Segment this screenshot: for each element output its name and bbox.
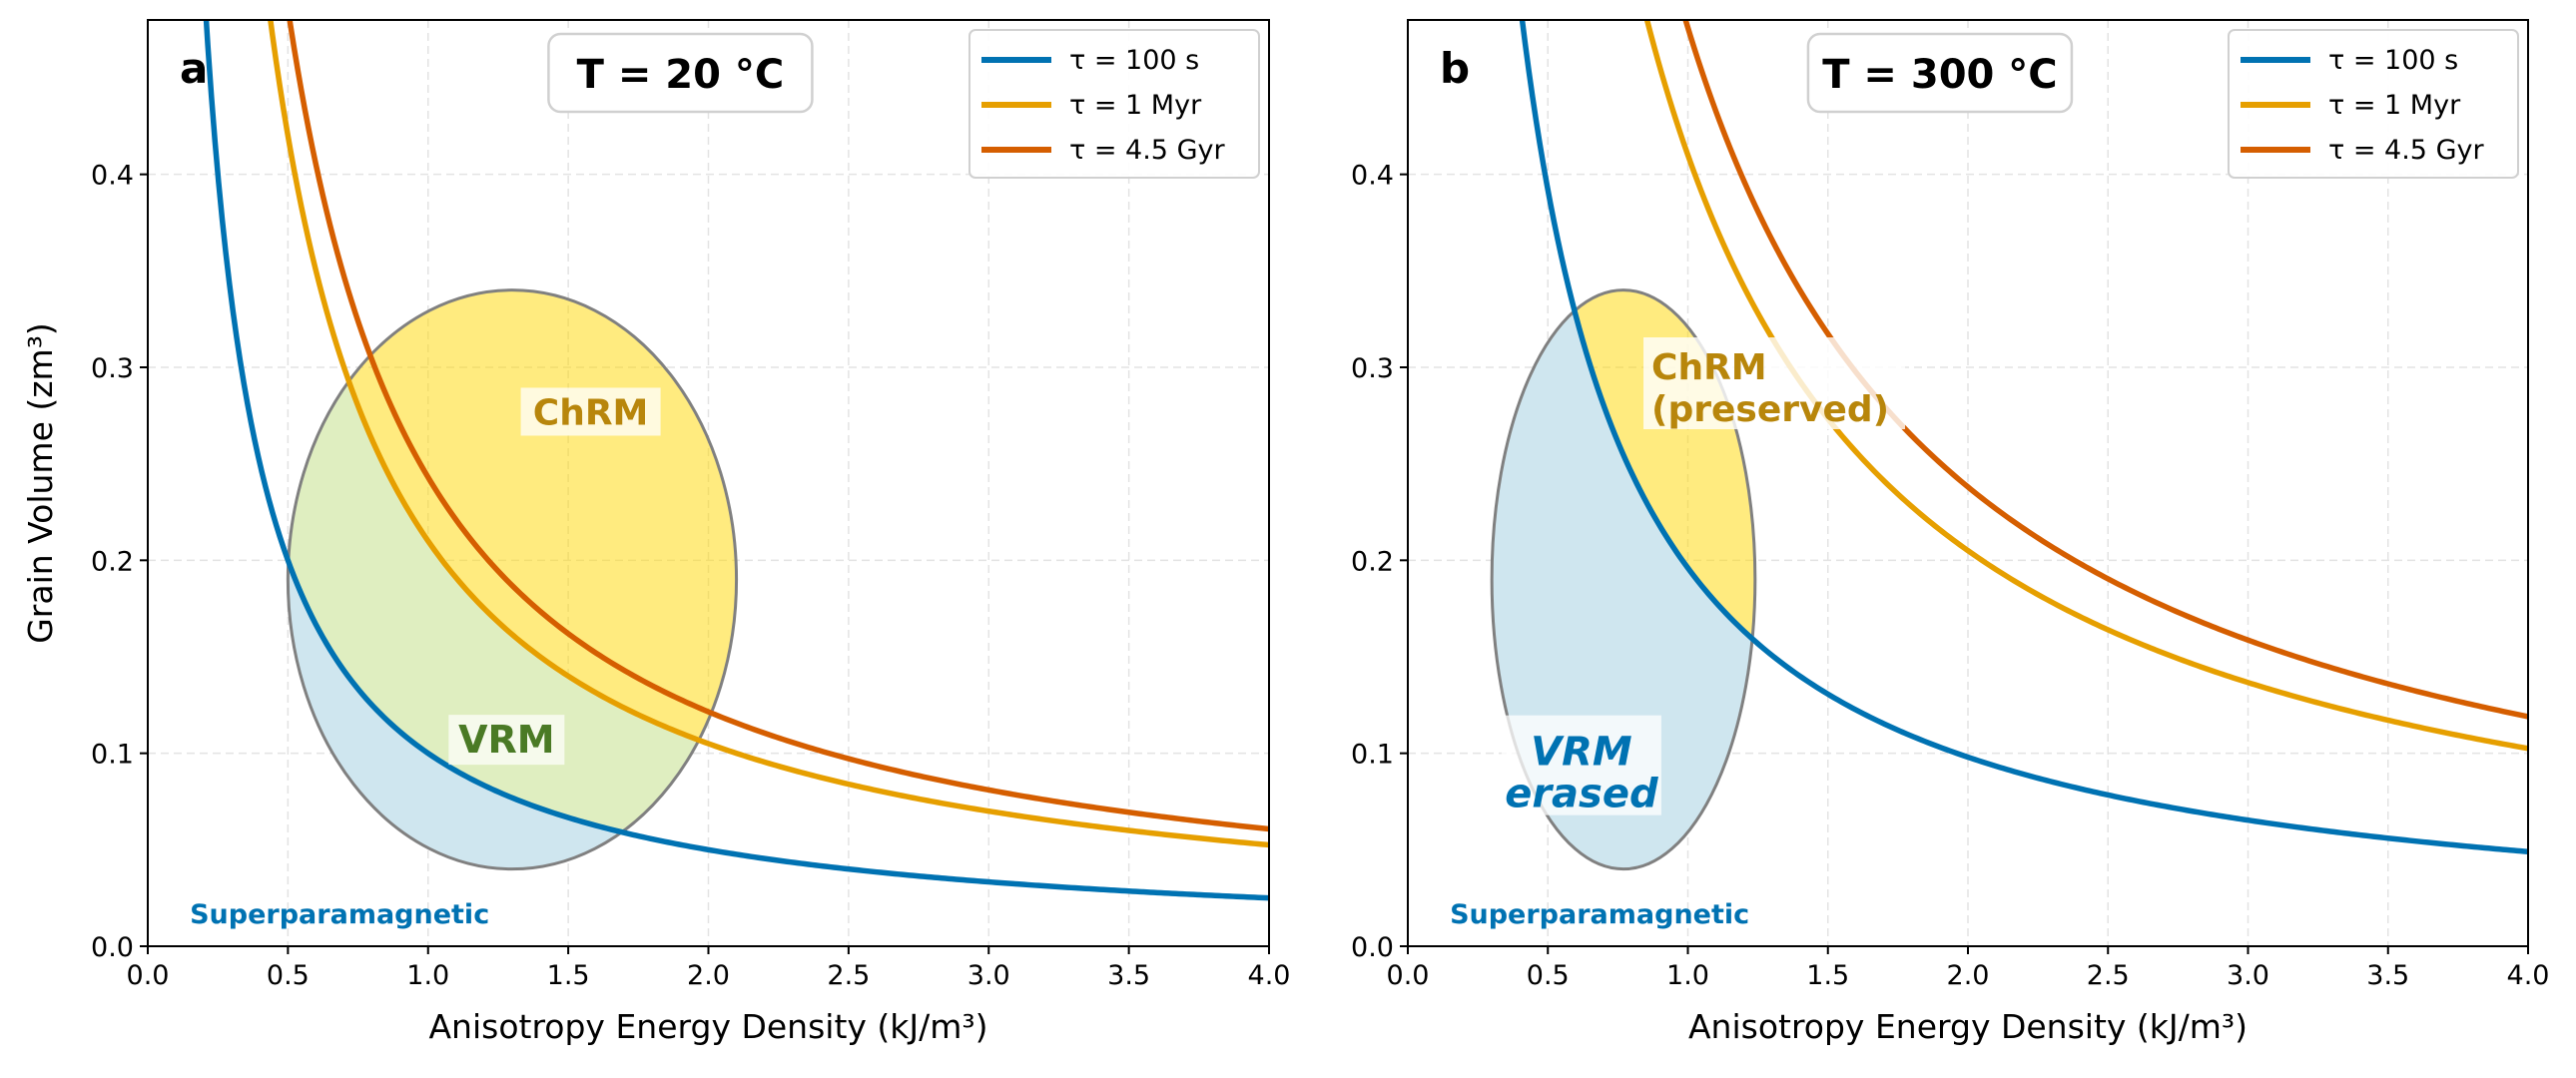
x-tick-label: 0.0 bbox=[1387, 960, 1430, 991]
series-line-0 bbox=[203, 20, 1269, 901]
x-tick-label: 2.0 bbox=[687, 960, 730, 991]
chrm-label-line: (preserved) bbox=[1651, 389, 1889, 430]
x-tick-label: 3.5 bbox=[2366, 960, 2409, 991]
panel-label: a bbox=[180, 44, 208, 93]
superparamagnetic-label: Superparamagnetic bbox=[1450, 899, 1749, 930]
x-tick-label: 3.0 bbox=[967, 960, 1010, 991]
y-tick-label: 0.0 bbox=[1351, 932, 1394, 963]
x-tick-label: 1.0 bbox=[1666, 960, 1709, 991]
x-tick-label: 2.0 bbox=[1947, 960, 1990, 991]
x-tick-label: 4.0 bbox=[2507, 960, 2550, 991]
x-tick-label: 2.5 bbox=[827, 960, 870, 991]
x-axis-label: Anisotropy Energy Density (kJ/m³) bbox=[428, 1007, 987, 1046]
vrm-label-bg bbox=[1501, 715, 1661, 815]
title-box bbox=[547, 32, 814, 114]
vrm-region bbox=[1492, 289, 1755, 869]
legend-label-0: τ = 100 s bbox=[2328, 45, 2458, 76]
chrm-label-line: ChRM bbox=[1651, 347, 1767, 388]
vrm-erased-label: erased bbox=[1505, 772, 1658, 817]
legend-label-1: τ = 1 Myr bbox=[1069, 90, 1202, 121]
panel-a: ChRM VRM Superparamagnetic a T = 20 °C τ = 10… bbox=[21, 19, 1291, 1046]
y-axis-label: Grain Volume (zm³) bbox=[21, 322, 60, 644]
chrm-label-bg bbox=[520, 387, 661, 436]
x-axis-label: Anisotropy Energy Density (kJ/m³) bbox=[1688, 1007, 2248, 1046]
curves bbox=[1519, 20, 2528, 855]
y-tick-label: 0.4 bbox=[1351, 161, 1394, 192]
panel-title: T = 300 °C bbox=[1822, 52, 2057, 98]
vrm-erased-label: VRM bbox=[1531, 730, 1632, 776]
y-tick-label: 0.2 bbox=[1351, 546, 1394, 577]
x-tick-label: 4.0 bbox=[1248, 960, 1291, 991]
y-tick-label: 0.1 bbox=[91, 740, 134, 771]
ellipse-regions bbox=[288, 289, 737, 869]
x-tick-label: 1.0 bbox=[406, 960, 449, 991]
legend-label-1: τ = 1 Myr bbox=[2328, 90, 2461, 121]
x-tick-label: 0.5 bbox=[267, 960, 310, 991]
series-line-2 bbox=[1682, 20, 2528, 720]
y-tick-label: 0.2 bbox=[91, 546, 134, 577]
x-tick-label: 0.0 bbox=[127, 960, 170, 991]
chrm-label: ChRM bbox=[533, 392, 649, 433]
vrm-label-bg bbox=[448, 715, 565, 766]
legend-box bbox=[2228, 29, 2519, 179]
series-line-1 bbox=[268, 20, 1269, 848]
panel-label: b bbox=[1440, 44, 1470, 93]
legend-label-2: τ = 4.5 Gyr bbox=[2328, 135, 2484, 166]
series-line-0 bbox=[1519, 20, 2528, 855]
legend-label-0: τ = 100 s bbox=[1069, 45, 1199, 76]
y-tick-label: 0.0 bbox=[91, 932, 134, 963]
x-tick-label: 1.5 bbox=[547, 960, 590, 991]
title-box bbox=[1806, 32, 2074, 114]
y-tick-label: 0.3 bbox=[91, 353, 134, 384]
grain-population-ellipse bbox=[1490, 288, 1757, 871]
superparamagnetic-label: Superparamagnetic bbox=[190, 899, 489, 930]
curves bbox=[203, 20, 1269, 901]
legend-label-2: τ = 4.5 Gyr bbox=[1069, 135, 1225, 166]
y-tick-label: 0.4 bbox=[91, 161, 134, 192]
vrm-label: VRM bbox=[458, 718, 554, 762]
x-tick-label: 0.5 bbox=[1527, 960, 1570, 991]
x-tick-label: 1.5 bbox=[1806, 960, 1849, 991]
chrm-label: ChRM (preserved) bbox=[1651, 347, 1889, 430]
chrm-label-bg bbox=[1643, 337, 1906, 429]
x-tick-label: 2.5 bbox=[2087, 960, 2130, 991]
legend-box bbox=[968, 29, 1260, 179]
x-tick-label: 3.0 bbox=[2227, 960, 2269, 991]
series-line-1 bbox=[1643, 20, 2528, 752]
grain-population-ellipse bbox=[286, 288, 739, 871]
panel-title: T = 20 °C bbox=[577, 52, 785, 98]
y-tick-label: 0.1 bbox=[1351, 740, 1394, 771]
series-line-2 bbox=[287, 20, 1269, 832]
y-tick-label: 0.3 bbox=[1351, 353, 1394, 384]
x-tick-label: 3.5 bbox=[1107, 960, 1150, 991]
